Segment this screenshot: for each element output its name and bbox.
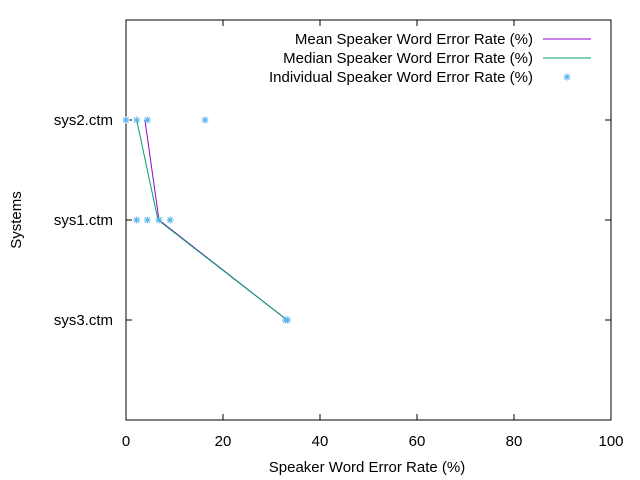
- data-point-individual-speaker-word-error-rate: [143, 216, 151, 224]
- data-point-individual-speaker-word-error-rate: [166, 216, 174, 224]
- marker-stroke: [144, 117, 151, 123]
- x-tick-label: 100: [598, 433, 623, 450]
- marker-stroke: [167, 217, 174, 223]
- marker-stroke: [144, 217, 151, 223]
- x-axis-title: Speaker Word Error Rate (%): [269, 459, 465, 476]
- data-point-individual-speaker-word-error-rate: [133, 116, 141, 124]
- data-point-individual-speaker-word-error-rate: [133, 216, 141, 224]
- x-tick-label: 20: [215, 433, 232, 450]
- marker-stroke: [156, 217, 162, 223]
- marker-stroke: [133, 117, 140, 123]
- marker-stroke: [123, 117, 129, 123]
- x-tick-label: 60: [409, 433, 426, 450]
- x-axis-ticks: 0 20 40 60 80 100: [122, 20, 624, 450]
- x-tick-label: 0: [122, 433, 130, 450]
- y-tick-label: sys3.ctm: [54, 312, 113, 329]
- legend-label: Median Speaker Word Error Rate (%): [283, 50, 533, 67]
- y-tick-label: sys1.ctm: [54, 212, 113, 229]
- legend-label: Mean Speaker Word Error Rate (%): [295, 31, 533, 48]
- y-axis-title: Systems: [8, 191, 25, 249]
- data-point-individual-speaker-word-error-rate: [201, 116, 209, 124]
- legend-label: Individual Speaker Word Error Rate (%): [269, 69, 533, 86]
- legend-swatch-marker: [563, 73, 571, 81]
- series-layer: [122, 116, 292, 324]
- data-point-individual-speaker-word-error-rate: [122, 116, 130, 124]
- data-point-individual-speaker-word-error-rate: [143, 116, 151, 124]
- marker-stroke: [202, 117, 209, 123]
- y-tick-label: sys2.ctm: [54, 112, 113, 129]
- marker-stroke: [133, 217, 140, 223]
- data-point-individual-speaker-word-error-rate: [155, 216, 163, 224]
- legend: Mean Speaker Word Error Rate (%) Median S…: [269, 31, 591, 86]
- marker-stroke: [284, 317, 291, 323]
- x-tick-label: 80: [506, 433, 523, 450]
- series-line-mean-speaker-word-error-rate: [144, 119, 288, 321]
- data-point-individual-speaker-word-error-rate: [284, 316, 292, 324]
- x-tick-label: 40: [312, 433, 329, 450]
- y-axis-ticks: sys3.ctm sys1.ctm sys2.ctm: [54, 112, 611, 329]
- marker-stroke: [564, 74, 570, 80]
